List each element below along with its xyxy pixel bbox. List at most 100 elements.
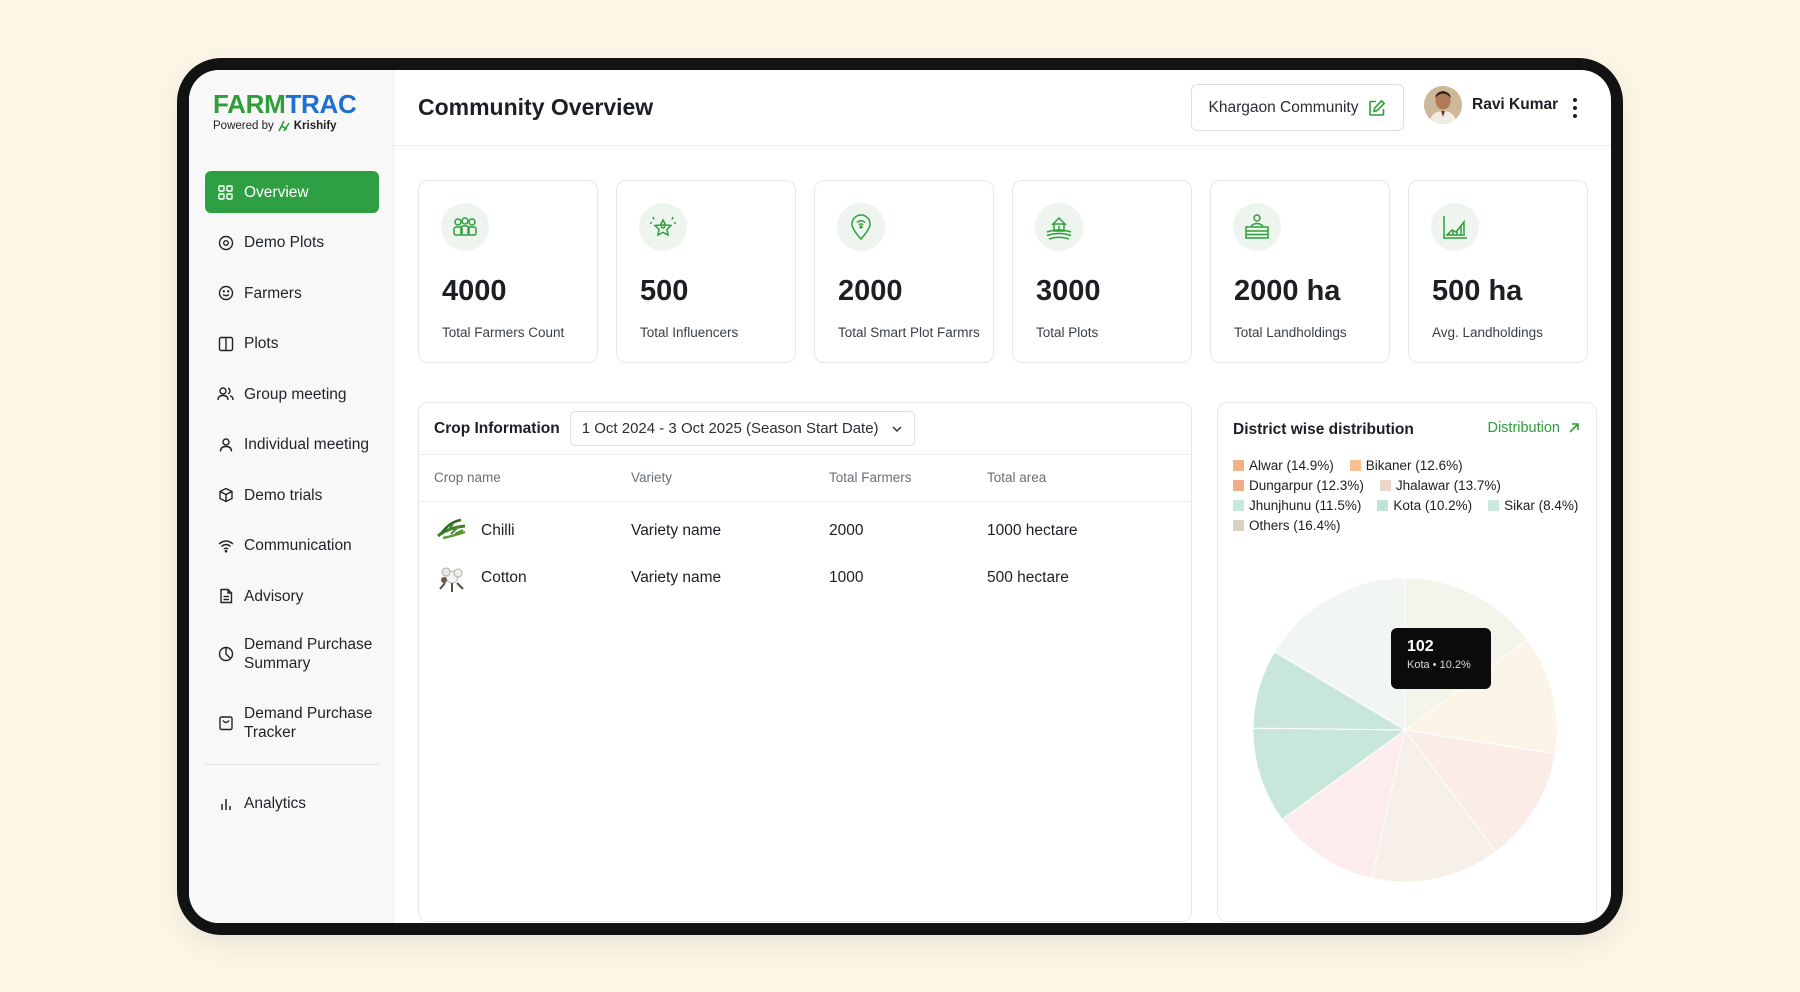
stat-label: Avg. Landholdings [1432, 325, 1543, 340]
wifi-icon [217, 537, 234, 554]
tooltip-value: 102 [1407, 638, 1434, 655]
stat-card-total-landholdings: 2000 ha Total Landholdings [1210, 180, 1390, 363]
legend-swatch [1377, 500, 1389, 511]
more-options-icon[interactable] [1567, 94, 1583, 122]
pie-icon [217, 645, 234, 662]
sidebar-item-analytics[interactable]: Analytics [205, 783, 379, 825]
tooltip-label: Kota • 10.2% [1407, 659, 1471, 671]
document-icon [217, 588, 234, 605]
stat-label: Total Landholdings [1234, 325, 1347, 340]
sidebar-item-communication[interactable]: Communication [205, 525, 379, 567]
smart-pin-icon [837, 203, 885, 251]
columns-icon [217, 335, 234, 352]
influencer-star-icon [639, 203, 687, 251]
crop-total-area: 500 hectare [987, 569, 1069, 586]
pie-slice-jhalawar[interactable] [1371, 728, 1497, 883]
sidebar-item-demo-plots[interactable]: Demo Plots [205, 222, 379, 264]
district-panel-title: District wise distribution [1233, 421, 1414, 438]
farmhouse-icon [1035, 203, 1083, 251]
pie-slice-dungarpur[interactable] [1403, 729, 1556, 853]
main-content: Community Overview Khargaon Community Ra… [394, 70, 1611, 923]
table-row[interactable]: Chilli Variety name 2000 1000 hectare [419, 508, 1191, 555]
sidebar-item-advisory[interactable]: Advisory [205, 575, 379, 617]
crop-table-header: Crop name Variety Total Farmers Total ar… [419, 455, 1191, 502]
sidebar-item-label: Overview [244, 183, 309, 201]
user-profile[interactable]: Ravi Kumar [1424, 86, 1558, 124]
tablet-frame: FARMTRAC Powered by Krishify Overview De… [177, 58, 1623, 935]
edit-icon [1369, 99, 1386, 116]
community-selector-button[interactable]: Khargaon Community [1191, 84, 1404, 131]
pie-slice-others[interactable] [1273, 577, 1406, 731]
sidebar-item-individual-meeting[interactable]: Individual meeting [205, 424, 379, 466]
community-name: Khargaon Community [1208, 98, 1359, 116]
legend-item: Kota (10.2%) [1377, 498, 1472, 513]
brand-logo[interactable]: FARMTRAC Powered by Krishify [213, 90, 357, 132]
sidebar-item-demand-purchase-tracker[interactable]: Demand Purchase Tracker [205, 695, 379, 751]
pie-slice-kota[interactable] [1252, 727, 1407, 821]
sidebar-item-label: Advisory [244, 587, 304, 605]
cotton-crop-image [439, 567, 464, 592]
user-icon [217, 436, 234, 453]
top-bar: Community Overview Khargaon Community Ra… [394, 70, 1611, 146]
stat-value: 500 ha [1432, 275, 1523, 307]
distribution-link[interactable]: Distribution [1487, 420, 1580, 436]
stat-value: 500 [640, 275, 689, 307]
sidebar-item-label: Communication [244, 537, 352, 554]
sidebar-item-farmers[interactable]: Farmers [205, 272, 379, 314]
legend-label: Jhalawar (13.7%) [1395, 478, 1501, 493]
legend-item: Alwar (14.9%) [1233, 458, 1334, 473]
users-icon [217, 386, 234, 403]
krishify-leaf-icon [278, 120, 290, 132]
pie-slice-bikaner[interactable] [1403, 639, 1558, 755]
bag-icon [217, 714, 234, 731]
grid-icon [217, 184, 234, 201]
column-header[interactable]: Total area [987, 470, 1047, 485]
legend-swatch [1233, 500, 1244, 511]
sidebar-item-demand-purchase-summary[interactable]: Demand Purchase Summary [205, 626, 379, 682]
landholding-icon [1233, 203, 1281, 251]
stat-label: Total Plots [1036, 325, 1099, 340]
legend-label: Sikar (8.4%) [1504, 498, 1579, 513]
stat-card-avg-landholdings: 500 ha Avg. Landholdings [1408, 180, 1588, 363]
season-date-dropdown[interactable]: 1 Oct 2024 - 3 Oct 2025 (Season Start Da… [569, 411, 915, 446]
box-icon [217, 487, 234, 504]
sidebar-item-group-meeting[interactable]: Group meeting [205, 373, 379, 415]
sidebar-item-label: Demo trials [244, 486, 323, 504]
target-icon [217, 234, 234, 251]
sidebar-item-plots[interactable]: Plots [205, 323, 379, 365]
sidebar-item-label: Farmers [244, 284, 302, 302]
district-pie-chart[interactable] [1250, 575, 1560, 885]
sidebar-item-demo-trials[interactable]: Demo trials [205, 474, 379, 516]
legend-label: Alwar (14.9%) [1249, 458, 1334, 473]
app-screen: FARMTRAC Powered by Krishify Overview De… [189, 70, 1611, 923]
sidebar-item-label: Plots [244, 335, 279, 352]
chilli-crop-image [437, 518, 466, 540]
stat-card-plots: 3000 Total Plots [1012, 180, 1192, 363]
stat-value: 2000 [838, 275, 903, 307]
sidebar-item-label: Demand Purchase Summary [244, 635, 373, 672]
bar-chart-icon [217, 795, 234, 812]
crop-total-farmers: 2000 [829, 522, 864, 539]
sidebar-item-label: Analytics [244, 795, 307, 812]
crop-variety: Variety name [631, 569, 722, 586]
column-header[interactable]: Variety [631, 470, 673, 485]
stat-cards: 4000 Total Farmers Count 500 Total Influ… [418, 180, 1588, 363]
legend-item: Bikaner (12.6%) [1349, 458, 1463, 473]
legend-label: Kota (10.2%) [1393, 498, 1473, 513]
legend-swatch [1349, 460, 1361, 471]
column-header[interactable]: Crop name [434, 470, 501, 485]
stat-label: Total Smart Plot Farmrs [838, 325, 980, 340]
column-header[interactable]: Total Farmers [829, 470, 912, 485]
smile-icon [217, 285, 234, 302]
sidebar-item-label: Group meeting [244, 385, 347, 403]
page-title: Community Overview [418, 94, 654, 120]
crop-information-panel: Crop Information 1 Oct 2024 - 3 Oct 2025… [418, 402, 1192, 922]
sidebar-item-label: Individual meeting [244, 436, 369, 453]
sidebar-item-overview[interactable]: Overview [205, 171, 379, 213]
table-row[interactable]: Cotton Variety name 1000 500 hectare [419, 555, 1191, 602]
arrow-up-right-icon [1569, 423, 1579, 433]
pie-slice-jhunjhunu[interactable] [1281, 728, 1406, 879]
legend-swatch [1488, 500, 1500, 511]
legend-item: Jhalawar (13.7%) [1379, 478, 1501, 493]
legend-label: Others (16.4%) [1249, 518, 1341, 533]
